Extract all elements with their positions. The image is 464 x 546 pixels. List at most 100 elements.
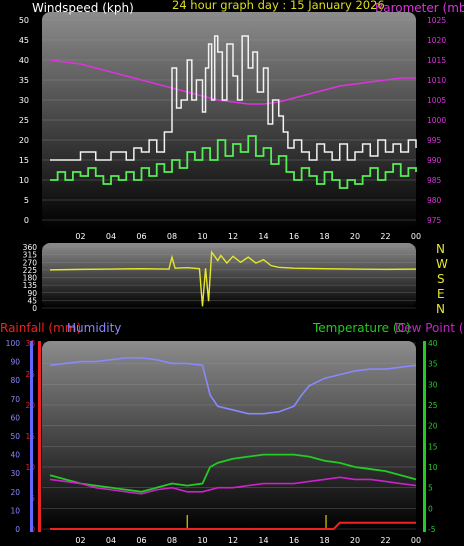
temperature-y-tick-label: 40 [428,339,438,348]
climate-x-tick-label: 14 [258,536,268,545]
barometer-y-tick-label: 1015 [427,56,446,65]
wind-plot-background [42,12,416,229]
humidity-y-tick-label: 80 [10,376,20,385]
temperature-y-tick-label: 10 [428,463,438,472]
dew-point-axis-title: Dew Point (C) [395,321,464,335]
climate-x-tick-label: 04 [106,536,116,545]
barometer-y-tick-label: 1005 [427,96,446,105]
humidity-line [49,357,417,415]
humidity-y-tick-label: 70 [10,395,20,404]
temperature-y-tick-label: 25 [428,401,438,410]
rainfall-axis-bar [38,341,41,532]
climate-x-tick-label: 18 [319,536,329,545]
wind-x-tick-label: 14 [258,232,268,241]
barometer-y-tick-label: 1000 [427,116,446,125]
humidity-y-tick-label: 0 [15,525,20,534]
wind-y-tick-label: 20 [19,136,29,145]
wind-y-tick-label: 45 [19,36,29,45]
wind-x-tick-label: 04 [106,232,116,241]
wind-x-tick-label: 08 [167,232,177,241]
direction-plot-background [42,243,416,308]
climate-x-tick-label: 08 [167,536,177,545]
wind-x-tick-label: 20 [350,232,360,241]
temperature-y-tick-label: 0 [428,504,433,513]
rain-humidity-temperature-panel: 0 10 20 30 40 50 60 70 80 90 100 0 5 10 15 20 25 30 -5 0 5… [0,321,464,545]
compass-e: E [437,287,445,301]
direction-y-tick-label: 180 [23,274,38,283]
wind-y-tick-label: 35 [19,76,29,85]
chart-title: 24 hour graph day : 15 January 2026 [172,0,385,12]
barometer-axis-title: Barometer (mb) [375,1,464,15]
humidity-y-tick-label: 30 [10,469,20,478]
humidity-y-axis-labels: 0 10 20 30 40 50 60 70 80 90 100 [6,339,21,534]
rainfall-axis-title: Rainfall (mm) [0,321,81,335]
wind-x-tick-label: 06 [136,232,146,241]
barometer-y-tick-label: 995 [427,136,442,145]
wind-x-tick-label: 18 [319,232,329,241]
wind-direction-line [49,250,417,307]
barometer-y-tick-label: 985 [427,176,442,185]
temperature-y-tick-label: 35 [428,360,438,369]
humidity-y-tick-label: 100 [6,339,21,348]
barometer-y-tick-label: 1020 [427,36,446,45]
direction-y-tick-label: 0 [32,304,37,313]
wind-x-tick-label: 10 [197,232,207,241]
barometer-y-tick-label: 980 [427,196,442,205]
wind-average-line [50,135,417,189]
compass-n-bottom: N [436,302,445,316]
direction-y-tick-label: 225 [23,266,38,275]
windspeed-axis-title: Windspeed (kph) [32,1,134,15]
temperature-y-tick-label: 20 [428,422,438,431]
humidity-y-tick-label: 50 [10,432,20,441]
climate-x-tick-label: 10 [197,536,207,545]
climate-x-tick-label: 16 [289,536,299,545]
humidity-y-tick-label: 40 [10,451,20,460]
climate-series-group [49,357,417,530]
humidity-y-tick-label: 20 [10,488,20,497]
barometer-y-axis-labels: 975 980 985 990 995 1000 1005 1010 1015 1020 1025 [427,16,446,225]
barometer-line [49,59,416,105]
barometer-y-tick-label: 1010 [427,76,446,85]
temperature-y-tick-label: -5 [428,525,436,534]
direction-y-tick-label: 270 [23,258,38,267]
wind-y-tick-label: 50 [19,16,29,25]
direction-grid [42,246,416,309]
temperature-y-tick-label: 5 [428,484,433,493]
wind-gust-line [50,35,417,161]
temperature-line [49,453,417,493]
climate-x-tick-label: 22 [380,536,390,545]
temperature-y-axis-labels: -5 0 5 10 15 20 25 30 35 40 [428,339,438,534]
humidity-axis-bar [30,341,33,532]
wind-x-axis-labels: 02 04 06 08 10 12 14 16 18 20 22 00 [75,232,421,241]
wind-x-tick-label: 16 [289,232,299,241]
wind-x-tick-label: 02 [75,232,85,241]
wind-y-tick-label: 40 [19,56,29,65]
wind-x-tick-label: 12 [228,232,238,241]
barometer-y-tick-label: 1025 [427,16,446,25]
humidity-y-tick-label: 10 [10,506,20,515]
compass-w: W [436,257,448,271]
climate-x-axis-labels: 02 04 06 08 10 12 14 16 18 20 22 00 [75,536,421,545]
climate-x-tick-label: 20 [350,536,360,545]
wind-y-axis-labels: 0 5 10 15 20 25 30 35 40 45 50 [19,16,29,225]
rainfall-line [50,521,416,530]
barometer-y-tick-label: 975 [427,216,442,225]
direction-y-tick-label: 90 [27,289,37,298]
temperature-axis-title: Temperature (C) [312,321,411,335]
wind-y-tick-label: 30 [19,96,29,105]
climate-plot-background [42,341,416,531]
dew-point-line [49,476,417,495]
temperature-axis-bar [423,341,426,532]
wind-y-tick-label: 0 [24,216,29,225]
climate-x-tick-label: 02 [75,536,85,545]
climate-x-tick-label: 06 [136,536,146,545]
compass-s: S [437,272,445,286]
barometer-y-tick-label: 990 [427,156,442,165]
humidity-y-tick-label: 90 [10,358,20,367]
wind-y-tick-label: 25 [19,116,29,125]
humidity-axis-title: Humidity [67,321,121,335]
wind-grid [42,19,416,221]
